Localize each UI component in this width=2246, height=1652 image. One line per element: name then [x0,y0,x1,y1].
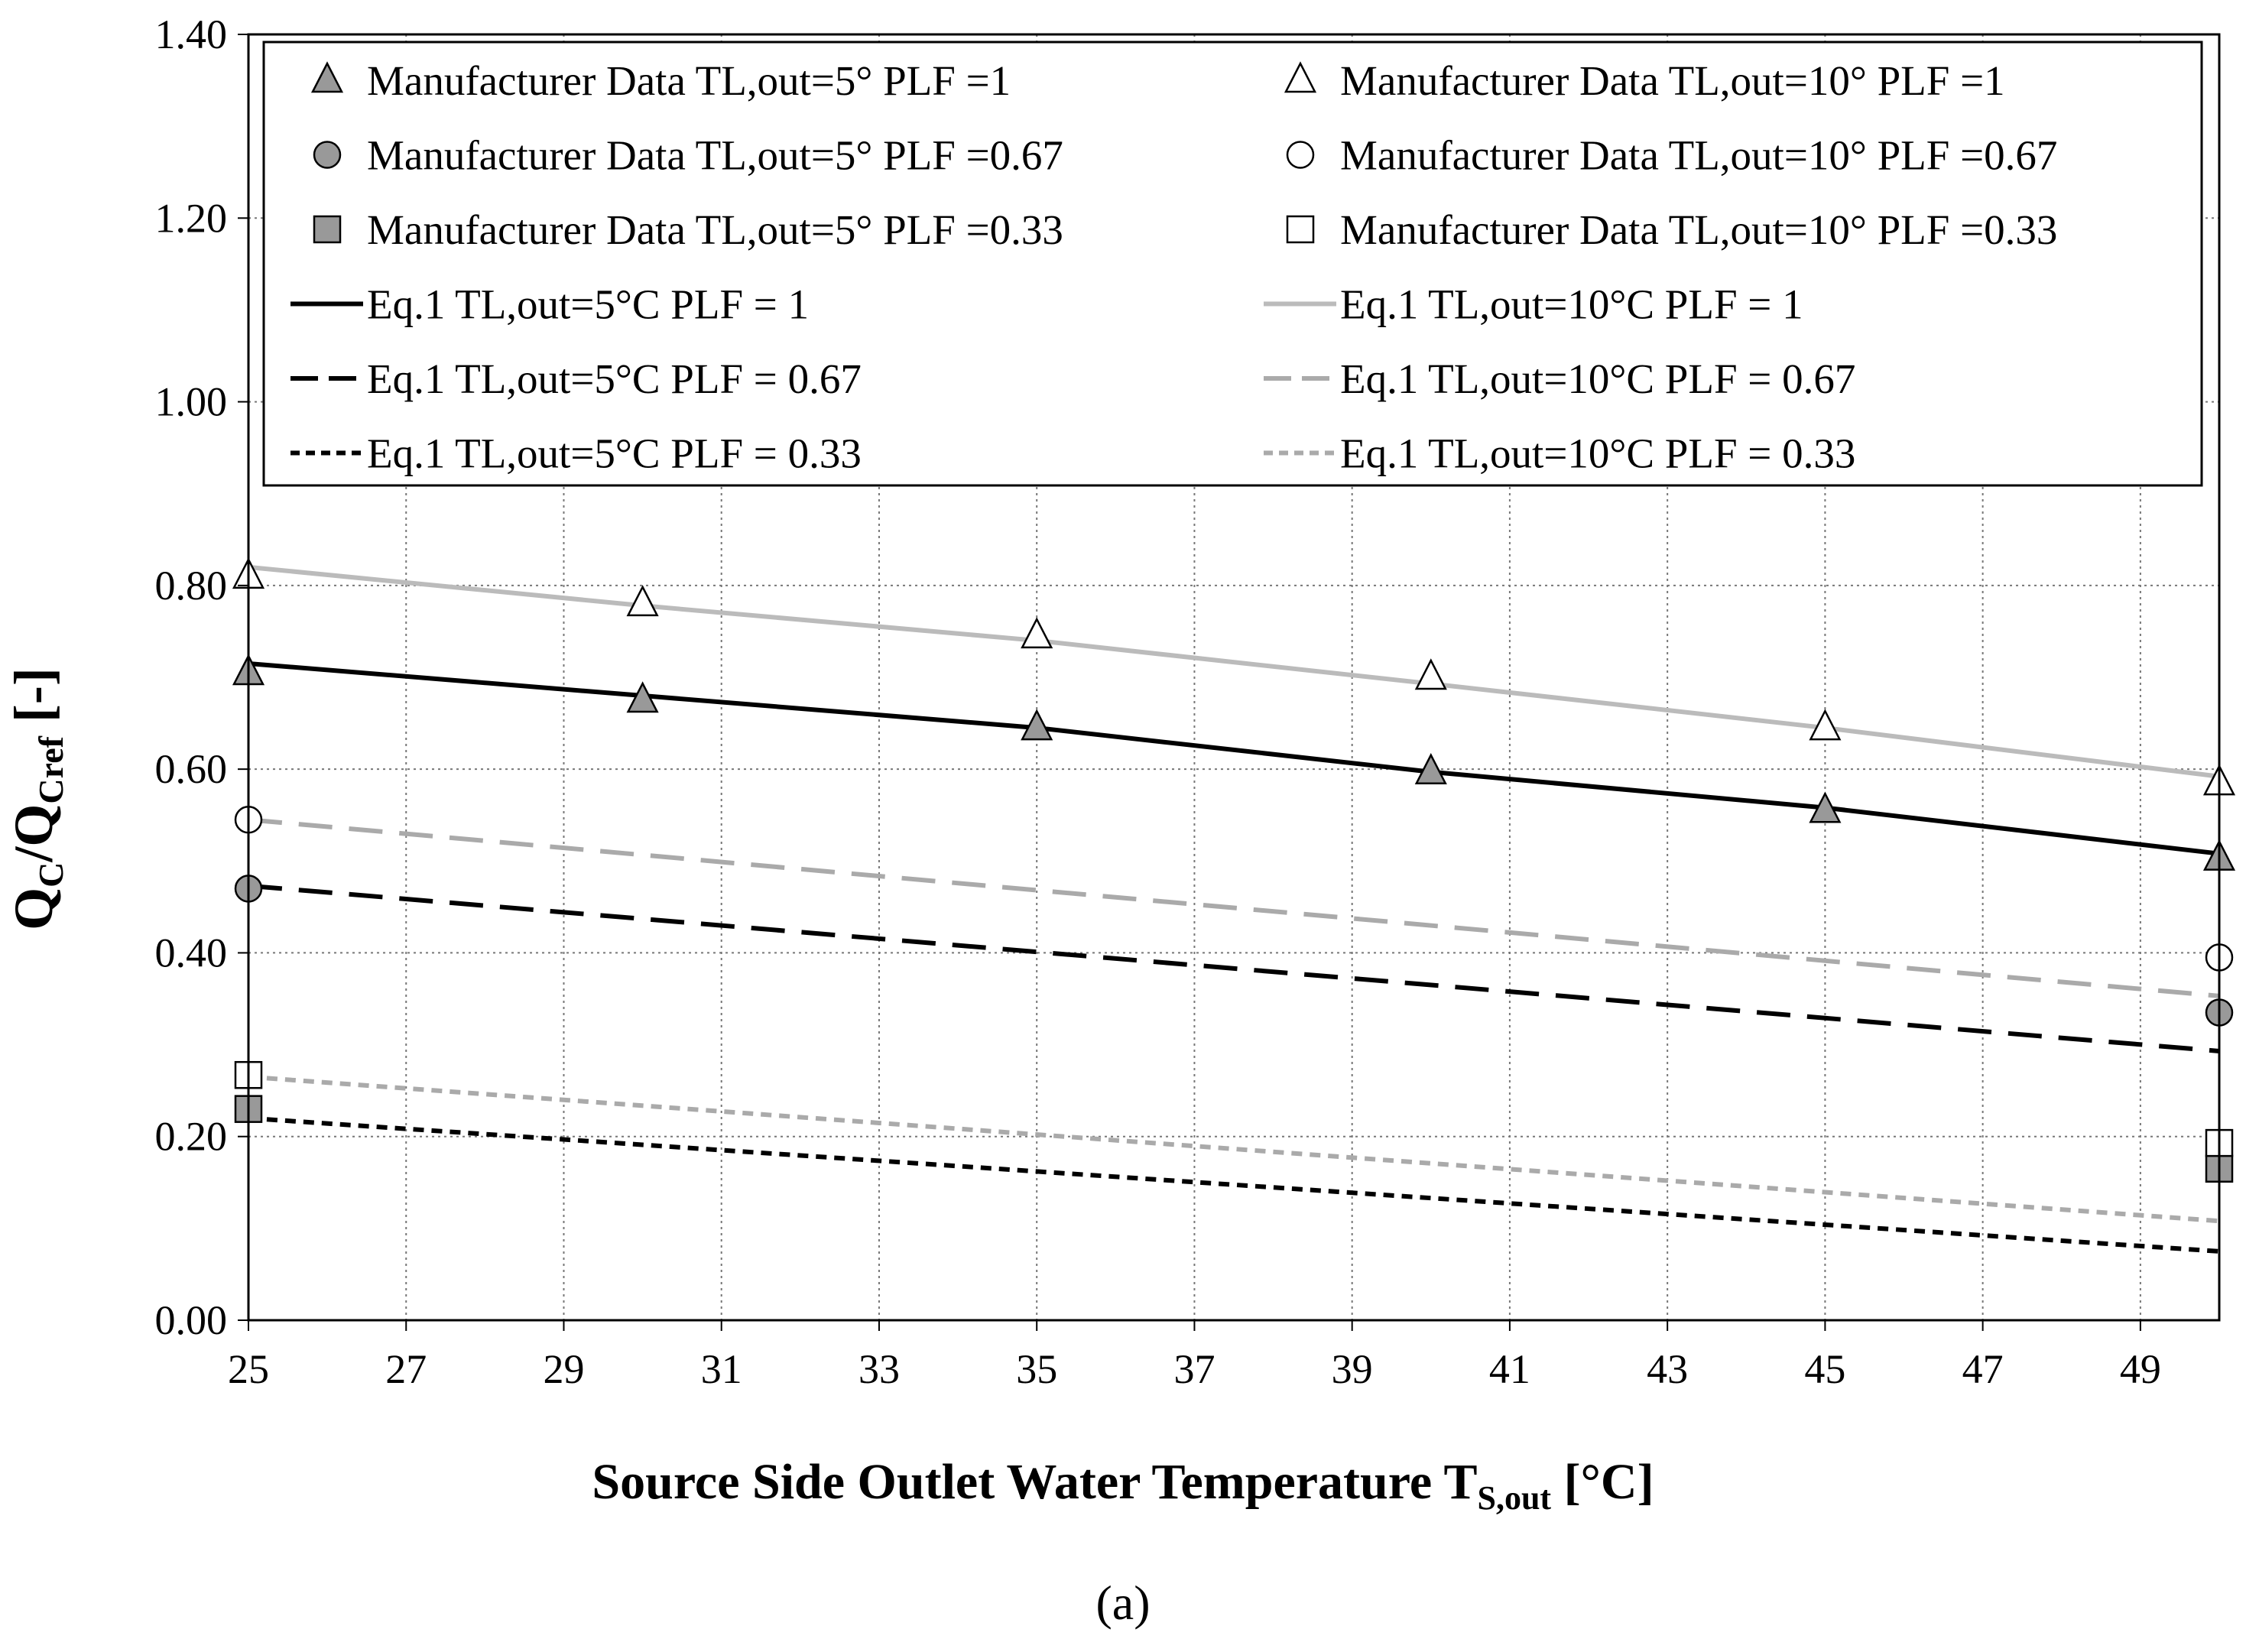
legend-square-marker [1286,215,1315,244]
markers-manufacturer-data-tl-out-5-plf-0-33 [234,1095,2234,1183]
x-tick-label: 45 [1804,1346,1845,1392]
legend-label: Eq.1 TL,out=10°C PLF = 1 [1340,281,1803,328]
axis-ticks: 25 27 29 31 33 35 37 39 41 43 45 47 49 0.00 0.20 0.40 0.… [155,11,2161,1392]
y-tick-label: 1.00 [155,379,228,425]
markers-manufacturer-data-tl-out-5-plf-0-67 [234,875,2234,1027]
markers-manufacturer-data-tl-out-10-plf-0-33 [234,1060,2234,1157]
x-tick-label: 41 [1489,1346,1530,1392]
y-tick-label: 0.20 [155,1114,228,1160]
line-eq-1-tl-out-10-c-plf-0-67 [248,817,2220,998]
legend-label: Eq.1 TL,out=10°C PLF = 0.67 [1340,355,1855,402]
y-tick-label: 1.20 [155,195,228,241]
triangle-marker [626,585,659,617]
legend-label: Eq.1 TL,out=5°C PLF = 1 [367,281,809,328]
x-tick-label: 25 [228,1346,269,1392]
legend-box [262,41,2203,487]
triangle-marker [1021,617,1053,649]
triangle-marker [1809,791,1842,823]
legend-label: Manufacturer Data TL,out=10° PLF =1 [1340,57,2005,104]
legend-label: Eq.1 TL,out=5°C PLF = 0.67 [367,355,862,402]
legend-label: Eq.1 TL,out=10°C PLF = 0.33 [1340,430,1855,477]
triangle-marker [626,681,659,713]
y-tick-label: 0.60 [155,746,228,792]
triangle-marker [1809,709,1842,741]
legend-circle-marker [1286,141,1315,169]
y-tick-label: 1.40 [155,11,228,57]
line-eq-1-tl-out-10-c-plf-0-33 [248,1074,2220,1224]
x-tick-label: 39 [1332,1346,1373,1392]
x-tick-label: 31 [701,1346,742,1392]
plot-series [232,557,2236,1254]
y-tick-label: 0.80 [155,563,228,609]
x-tick-label: 27 [385,1346,427,1392]
x-tick-label: 47 [1962,1346,2004,1392]
line-eq-1-tl-out-5-c-plf-0-67 [248,883,2220,1053]
line-eq-1-tl-out-5-c-plf-1 [248,660,2220,856]
legend-label: Manufacturer Data TL,out=5° PLF =1 [367,57,1011,104]
legend-label: Eq.1 TL,out=5°C PLF = 0.33 [367,430,862,477]
x-tick-label: 43 [1647,1346,1688,1392]
plot-frame [247,33,2221,1322]
legend-square-marker [313,215,342,244]
markers-manufacturer-data-tl-out-10-plf-0-67 [234,805,2234,972]
legend-label: Manufacturer Data TL,out=10° PLF =0.33 [1340,206,2057,253]
line-eq-1-tl-out-5-c-plf-0-33 [248,1115,2220,1254]
x-axis-title: Source Side Outlet Water Temperature TS,… [592,1454,1654,1517]
y-axis-title: QC/QCref [-] [3,667,70,930]
x-tick-label: 33 [858,1346,900,1392]
markers-manufacturer-data-tl-out-10-plf-1 [232,557,2236,796]
legend-triangle-marker [1284,61,1317,93]
legend-label: Manufacturer Data TL,out=10° PLF =0.67 [1340,132,2057,179]
y-tick-label: 0.00 [155,1297,228,1343]
markers-manufacturer-data-tl-out-5-plf-1 [232,654,2236,871]
legend: Manufacturer Data TL,out=5° PLF =1 Manufa… [262,41,2203,487]
x-tick-label: 37 [1173,1346,1215,1392]
y-tick-label: 0.40 [155,930,228,975]
legend-label: Manufacturer Data TL,out=5° PLF =0.33 [367,206,1063,253]
panel-label: (a) [1095,1576,1150,1630]
x-tick-label: 35 [1016,1346,1057,1392]
legend-circle-marker [313,141,342,169]
triangle-marker [1414,753,1447,784]
x-tick-label: 29 [543,1346,584,1392]
x-tick-label: 49 [2120,1346,2161,1392]
triangle-marker [1021,709,1053,741]
legend-triangle-marker [310,61,344,93]
legend-label: Manufacturer Data TL,out=5° PLF =0.67 [367,132,1063,179]
line-eq-1-tl-out-10-c-plf-1 [248,564,2220,779]
triangle-marker [1414,658,1447,690]
